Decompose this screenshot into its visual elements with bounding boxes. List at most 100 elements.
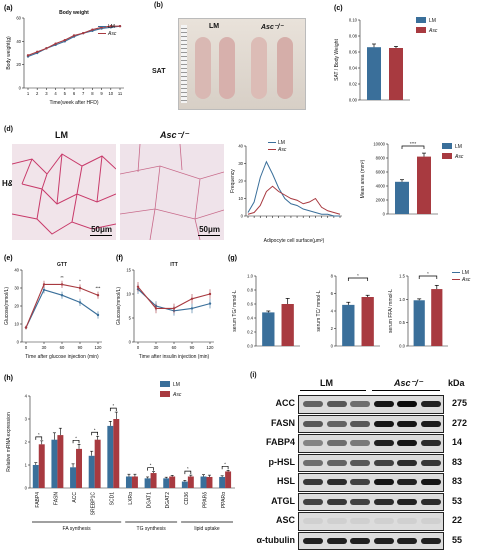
chart-g-tc: 0 2 4 6 8 serum TC/ mmol·L *	[316, 273, 380, 349]
wb-band	[397, 459, 417, 466]
y-tick-label: 10	[238, 196, 243, 201]
legend-swatch	[416, 17, 426, 23]
data-point	[42, 283, 46, 286]
x-tick-label: DGAT1	[147, 492, 153, 509]
chart-a: 0 20 40 60 Body weight(g) Time(week after HFD…	[6, 10, 124, 106]
legend-label: LM	[429, 18, 436, 24]
panel-g: (g) 0.0 0.2 0.4 0.6 0.8 1.0 serum TG/ mmol·L 0…	[228, 255, 471, 349]
wb-band	[420, 537, 441, 544]
wb-protein-label: FABP4	[265, 437, 295, 447]
significance-stars: *	[150, 463, 152, 468]
sig-bracket	[72, 439, 80, 444]
sig-bracket	[221, 465, 229, 470]
legend-label: Asc	[454, 154, 464, 160]
wb-band	[373, 440, 394, 446]
series-line-LM	[27, 25, 121, 58]
y-tick-label: 40	[16, 39, 21, 44]
panel-label-f: (f)	[116, 255, 123, 262]
y-axis-label: Mean area (mm²)	[360, 159, 366, 198]
bar-Asc	[225, 471, 232, 488]
bar-LM	[367, 47, 381, 100]
wb-band	[350, 537, 370, 544]
fat-pad	[251, 37, 267, 99]
x-tick-label: DGAT2	[165, 492, 171, 509]
scale-bar	[90, 235, 112, 236]
y-tick-label: 8	[331, 274, 334, 279]
wb-row: FASN 272	[248, 414, 479, 433]
wb-band	[420, 459, 441, 466]
significance-stars: ***	[96, 286, 101, 291]
y-axis-label: serum TG/ mmol·L	[232, 290, 238, 332]
y-axis-label: Body weight(g)	[6, 36, 12, 70]
sig-bracket	[109, 407, 117, 412]
x-tick-label: 8	[91, 91, 94, 96]
wb-band	[326, 440, 347, 446]
data-point	[172, 307, 176, 310]
wb-asc-line	[372, 390, 440, 391]
y-tick-label: 4	[25, 394, 28, 399]
x-tick-label: 0	[137, 345, 140, 350]
y-axis-label: SAT / Body Weight	[334, 39, 340, 81]
wb-band-strip	[298, 473, 444, 492]
data-point	[109, 24, 113, 28]
legend-label: Asc	[461, 277, 471, 283]
wb-kda-value: 14	[452, 437, 463, 447]
wb-band	[397, 401, 417, 407]
bar-Asc	[417, 156, 431, 214]
bar-Asc	[131, 476, 138, 488]
y-axis-label: serum TC/ mmol·L	[316, 290, 322, 332]
bar-LM	[32, 465, 39, 488]
y-tick-label: 8000	[376, 156, 386, 161]
data-point	[190, 297, 194, 300]
he-scale-asc: 50μm	[199, 225, 220, 234]
bar-LM	[200, 476, 207, 488]
bar-LM	[262, 312, 275, 346]
wb-kda-value: 55	[452, 534, 463, 545]
group-label: lipid uptake	[194, 526, 220, 532]
bar-LM	[70, 467, 77, 488]
x-axis-label: Time after glucose injection (min)	[25, 354, 99, 360]
chart-d-area: 0 2000 4000 6000 8000 10000 Mean area (mm²) ***…	[360, 141, 464, 217]
he-cells-asc	[120, 144, 224, 240]
wb-row: p-HSL 83	[248, 453, 479, 472]
y-tick-label: 30	[238, 161, 243, 166]
wb-kda-header: kDa	[448, 378, 465, 388]
wb-band	[420, 401, 441, 407]
x-tick-label: 60	[172, 345, 177, 350]
series-line-LM	[247, 160, 340, 217]
x-tick-label: 3	[45, 91, 48, 96]
legend-label: Asc	[428, 28, 438, 34]
wb-kda-value: 53	[452, 495, 463, 506]
wb-band	[303, 498, 323, 505]
wb-band	[373, 518, 394, 524]
panel-f: (f) 0 5 10 15 Glucose(mmol/L) Time after insu…	[116, 255, 214, 360]
y-tick-label: 0	[19, 86, 22, 91]
y-tick-label: 0.00	[349, 98, 358, 103]
wb-band	[303, 440, 323, 446]
x-tick-label: 120	[95, 345, 103, 350]
panel-c: (c) 0.00 0.02 0.04 0.06 0.08 0.10 SAT / Body W…	[334, 5, 438, 103]
x-tick-label: PPARδ	[202, 492, 208, 508]
panel-label-b: (b)	[154, 2, 163, 9]
y-tick-label: 10	[126, 292, 131, 297]
significance-stars: *	[94, 427, 96, 432]
wb-group-lm: LM	[320, 378, 333, 388]
data-point	[26, 54, 30, 57]
wb-band-strip	[298, 531, 444, 550]
sat-photo: LM Asc⁻/⁻	[178, 18, 306, 110]
sat-photo-asc-label: Asc⁻/⁻	[261, 24, 284, 31]
wb-band	[397, 518, 417, 524]
y-tick-label: 20	[238, 179, 243, 184]
y-tick-label: 6000	[376, 170, 386, 175]
chart-title: Body weight	[59, 10, 89, 16]
sig-bracket	[347, 277, 369, 281]
wb-band	[397, 420, 417, 427]
x-axis-label: Adipocyte cell surface(μm²)	[264, 238, 325, 244]
legend-label: LM	[462, 270, 469, 276]
he-cells-lm	[12, 153, 116, 235]
scale-bar	[198, 235, 220, 236]
legend-label: Asc	[172, 392, 182, 398]
panel-b: (b) SAT LM Asc⁻/⁻	[150, 0, 310, 112]
chart-f: 0 5 10 15 Glucose(mmol/L) Time after insulin …	[116, 262, 214, 360]
